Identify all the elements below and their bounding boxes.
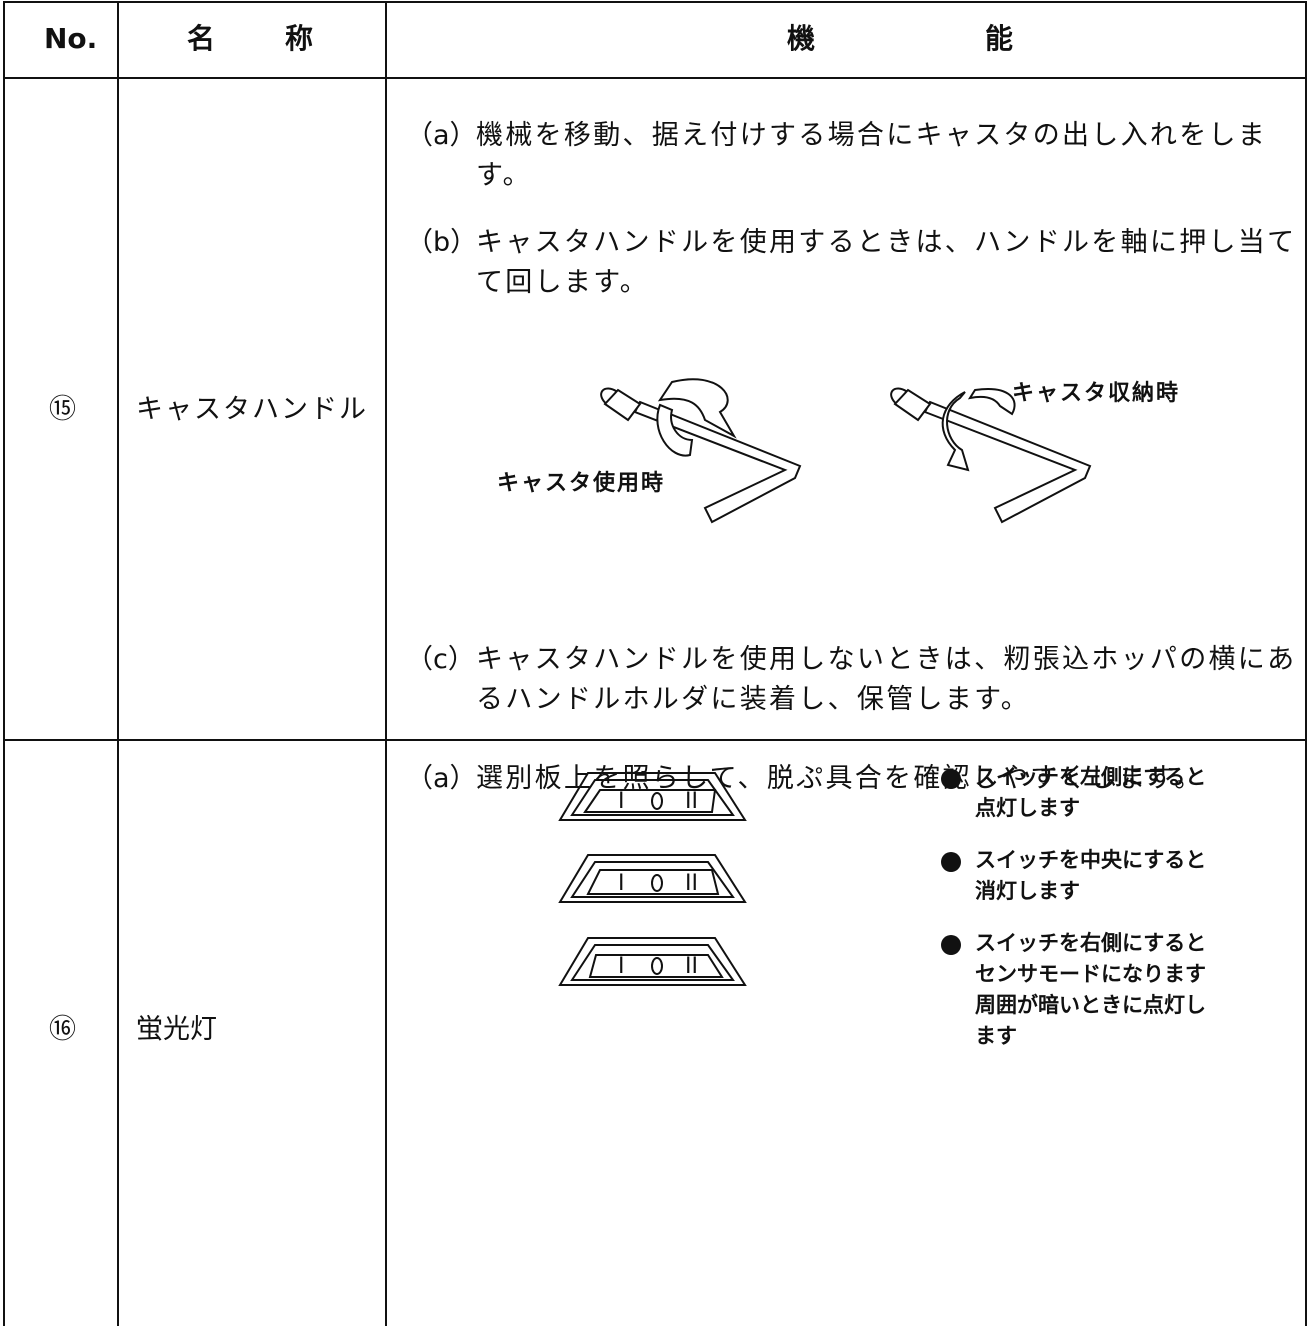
svg-text:II: II	[685, 789, 698, 814]
bullet	[941, 852, 961, 872]
note-text: スイッチを中央にすると消灯します	[975, 848, 1207, 903]
item-marker: （a）	[406, 763, 477, 794]
item-text: キャスタハンドルを使用するときは、ハンドルを軸に押し当て	[476, 227, 1297, 258]
header-no: No.	[44, 22, 98, 55]
row-name: キャスタハンドル	[136, 394, 368, 425]
svg-text:II: II	[685, 871, 698, 896]
svg-text:I: I	[618, 789, 625, 814]
item-text: るハンドルホルダに装着し、保管します。	[476, 684, 1030, 715]
bullet	[941, 935, 961, 955]
item-marker: （a）	[406, 120, 477, 151]
note-text: スイッチを右側にするとセンサモードになります周囲が暗いときに点灯します	[975, 931, 1207, 1048]
header-name: 名称	[187, 22, 384, 55]
item-text: キャスタハンドルを使用しないときは、籾張込ホッパの横にあ	[476, 644, 1297, 675]
item-text: 選別板上を照らして、脱ぷ具合を確認しやすくします。	[476, 763, 1204, 794]
item-marker: （b）	[406, 227, 478, 258]
header-function: 機能	[787, 22, 1184, 55]
svg-text:II: II	[685, 954, 698, 979]
item-marker: （c）	[406, 644, 475, 675]
bullet	[941, 769, 961, 789]
row-no: ⑮	[49, 394, 76, 425]
item-text: 機械を移動、据え付けする場合にキャスタの出し入れをしま	[476, 120, 1268, 151]
svg-text:I: I	[618, 871, 625, 896]
svg-text:I: I	[618, 954, 625, 979]
row-no: ⑯	[49, 1014, 76, 1045]
row-name: 蛍光灯	[136, 1014, 217, 1045]
figure-label: キャスタ使用時	[497, 471, 666, 496]
figure-label: キャスタ収納時	[1012, 381, 1181, 406]
item-text: す。	[476, 160, 532, 191]
item-text: て回します。	[476, 267, 650, 298]
note-text: スイッチを左側にすると点灯します	[975, 765, 1207, 820]
